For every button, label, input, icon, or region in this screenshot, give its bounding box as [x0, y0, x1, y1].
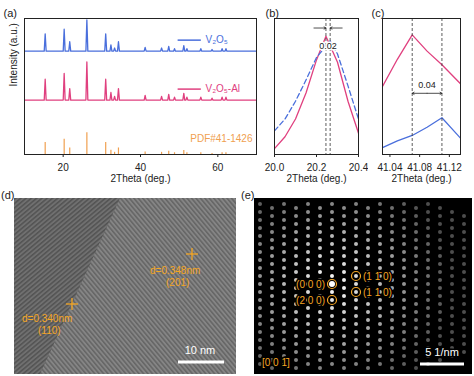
svg-text:20.4: 20.4	[349, 162, 369, 173]
svg-text:20: 20	[58, 162, 70, 173]
svg-text:(201): (201)	[166, 277, 189, 288]
svg-text:2Theta (deg.): 2Theta (deg.)	[110, 173, 170, 184]
svg-text:(110): (110)	[38, 325, 61, 336]
svg-text:(d): (d)	[1, 189, 14, 201]
svg-text:V₂O₅: V₂O₅	[205, 34, 227, 45]
svg-text:2Theta (deg.): 2Theta (deg.)	[286, 173, 346, 184]
svg-text:(0 0 0): (0 0 0)	[296, 279, 325, 290]
svg-text:41.08: 41.08	[407, 162, 432, 173]
svg-text:(a): (a)	[4, 7, 17, 19]
svg-text:41.04: 41.04	[377, 162, 402, 173]
svg-text:60: 60	[212, 162, 224, 173]
svg-text:(1 1̄ 0): (1 1̄ 0)	[363, 271, 392, 282]
svg-text:5 1/nm: 5 1/nm	[425, 346, 459, 358]
svg-text:41.12: 41.12	[437, 162, 462, 173]
svg-text:(1 1 0): (1 1 0)	[363, 287, 392, 298]
svg-text:d=0.348nm: d=0.348nm	[150, 265, 200, 276]
svg-text:(e): (e)	[241, 189, 254, 201]
svg-text:2Theta (deg.): 2Theta (deg.)	[391, 173, 451, 184]
svg-text:PDF#41-1426: PDF#41-1426	[190, 133, 253, 144]
svg-text:Intensity (a.u.): Intensity (a.u.)	[8, 23, 19, 86]
svg-text:40: 40	[135, 162, 147, 173]
svg-text:V₂O₅-Al: V₂O₅-Al	[205, 83, 240, 94]
svg-text:[0 0 1̄]: [0 0 1̄]	[262, 357, 290, 368]
svg-text:0.04: 0.04	[418, 80, 436, 90]
svg-text:20.0: 20.0	[265, 162, 285, 173]
svg-text:d=0.340nm: d=0.340nm	[22, 313, 72, 324]
svg-text:0.02: 0.02	[319, 41, 337, 51]
svg-text:(2 0 0): (2 0 0)	[296, 295, 325, 306]
svg-text:10 nm: 10 nm	[185, 344, 216, 356]
svg-text:(b): (b)	[266, 7, 279, 19]
svg-text:20.2: 20.2	[307, 162, 327, 173]
svg-text:(c): (c)	[372, 7, 385, 19]
